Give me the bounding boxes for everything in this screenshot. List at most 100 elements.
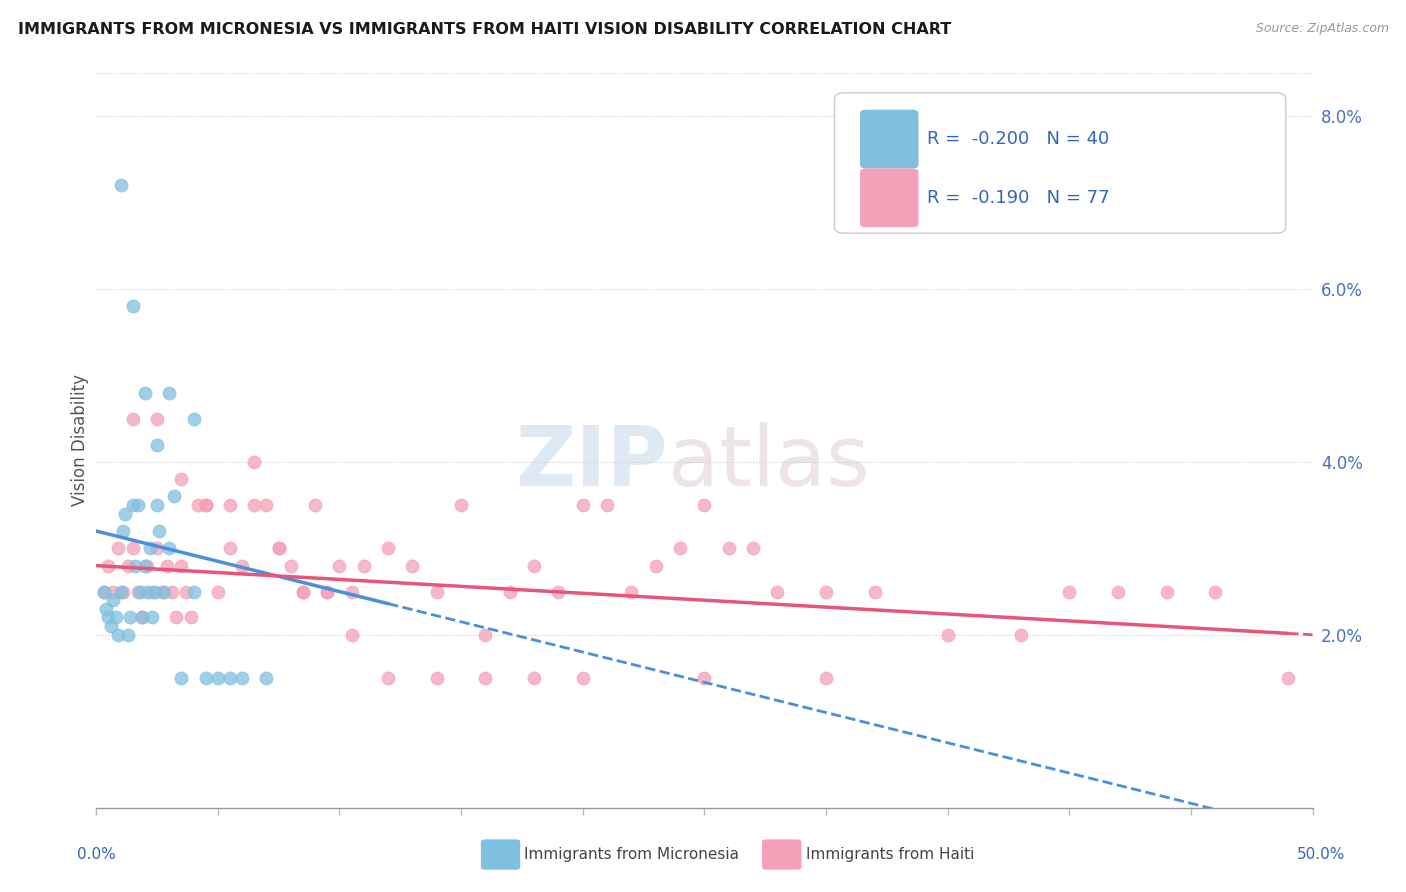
Point xyxy=(693,671,716,685)
Point xyxy=(571,498,593,512)
Point xyxy=(146,437,169,451)
Point xyxy=(131,610,153,624)
Point xyxy=(353,558,375,573)
Point xyxy=(121,498,143,512)
Point xyxy=(111,524,134,538)
Point xyxy=(121,299,143,313)
Point xyxy=(117,558,139,573)
Point xyxy=(121,541,143,556)
Point xyxy=(138,541,160,556)
Point xyxy=(316,584,339,599)
Point xyxy=(163,490,186,504)
Point xyxy=(571,671,593,685)
Point xyxy=(136,584,159,599)
Point xyxy=(110,584,132,599)
Point xyxy=(340,584,363,599)
Point xyxy=(153,584,176,599)
Point xyxy=(474,671,496,685)
Point xyxy=(110,178,132,193)
Point xyxy=(127,498,149,512)
Point xyxy=(243,455,266,469)
Point xyxy=(124,558,146,573)
Text: Immigrants from Micronesia: Immigrants from Micronesia xyxy=(524,847,740,862)
Point xyxy=(377,541,399,556)
Point xyxy=(160,584,183,599)
Point xyxy=(523,558,546,573)
Point xyxy=(814,671,837,685)
Point xyxy=(426,584,449,599)
Point xyxy=(194,498,217,512)
Text: ZIP: ZIP xyxy=(516,422,668,503)
Point xyxy=(120,610,142,624)
Point xyxy=(863,584,886,599)
Point xyxy=(644,558,666,573)
Point xyxy=(669,541,692,556)
Text: IMMIGRANTS FROM MICRONESIA VS IMMIGRANTS FROM HAITI VISION DISABILITY CORRELATIO: IMMIGRANTS FROM MICRONESIA VS IMMIGRANTS… xyxy=(18,22,952,37)
Point xyxy=(328,558,350,573)
Point xyxy=(146,411,169,425)
FancyBboxPatch shape xyxy=(835,93,1286,233)
Point xyxy=(180,610,202,624)
Point xyxy=(219,671,242,685)
Point xyxy=(107,541,129,556)
Point xyxy=(134,558,156,573)
FancyBboxPatch shape xyxy=(860,169,918,227)
Point xyxy=(474,628,496,642)
Point xyxy=(170,558,193,573)
Point xyxy=(166,610,188,624)
Text: R =  -0.200   N = 40: R = -0.200 N = 40 xyxy=(927,130,1109,148)
Point xyxy=(94,602,117,616)
Point xyxy=(547,584,569,599)
Point xyxy=(143,584,166,599)
Point xyxy=(134,385,156,400)
FancyBboxPatch shape xyxy=(860,110,918,169)
Point xyxy=(401,558,423,573)
Point xyxy=(1156,584,1178,599)
Point xyxy=(194,498,217,512)
Point xyxy=(121,411,143,425)
Point xyxy=(100,619,122,633)
Point xyxy=(620,584,643,599)
Point xyxy=(231,671,253,685)
Y-axis label: Vision Disability: Vision Disability xyxy=(72,375,89,507)
Point xyxy=(814,584,837,599)
Point xyxy=(136,558,159,573)
Point xyxy=(114,507,136,521)
Point xyxy=(117,628,139,642)
Point xyxy=(256,498,278,512)
Point xyxy=(107,628,129,642)
Point xyxy=(129,584,152,599)
Point xyxy=(219,541,242,556)
Point xyxy=(523,671,546,685)
Point xyxy=(766,584,789,599)
Point xyxy=(426,671,449,685)
Point xyxy=(936,628,959,642)
Point xyxy=(267,541,290,556)
Text: atlas: atlas xyxy=(668,422,870,503)
Point xyxy=(596,498,619,512)
Point xyxy=(97,558,120,573)
Point xyxy=(450,498,472,512)
Point xyxy=(304,498,326,512)
Point xyxy=(93,584,115,599)
Point xyxy=(170,472,193,486)
Point xyxy=(183,411,205,425)
Point xyxy=(97,610,120,624)
Point xyxy=(1204,584,1226,599)
Point xyxy=(103,593,125,607)
Point xyxy=(141,584,163,599)
Point xyxy=(291,584,314,599)
Point xyxy=(1277,671,1299,685)
Point xyxy=(187,498,209,512)
Point xyxy=(207,584,229,599)
Point xyxy=(1059,584,1081,599)
Point xyxy=(243,498,266,512)
Point xyxy=(104,610,127,624)
Point xyxy=(1010,628,1032,642)
Text: 0.0%: 0.0% xyxy=(77,847,117,862)
Point xyxy=(156,558,179,573)
Point xyxy=(291,584,314,599)
Point xyxy=(103,584,125,599)
Point xyxy=(141,610,163,624)
Point xyxy=(207,671,229,685)
